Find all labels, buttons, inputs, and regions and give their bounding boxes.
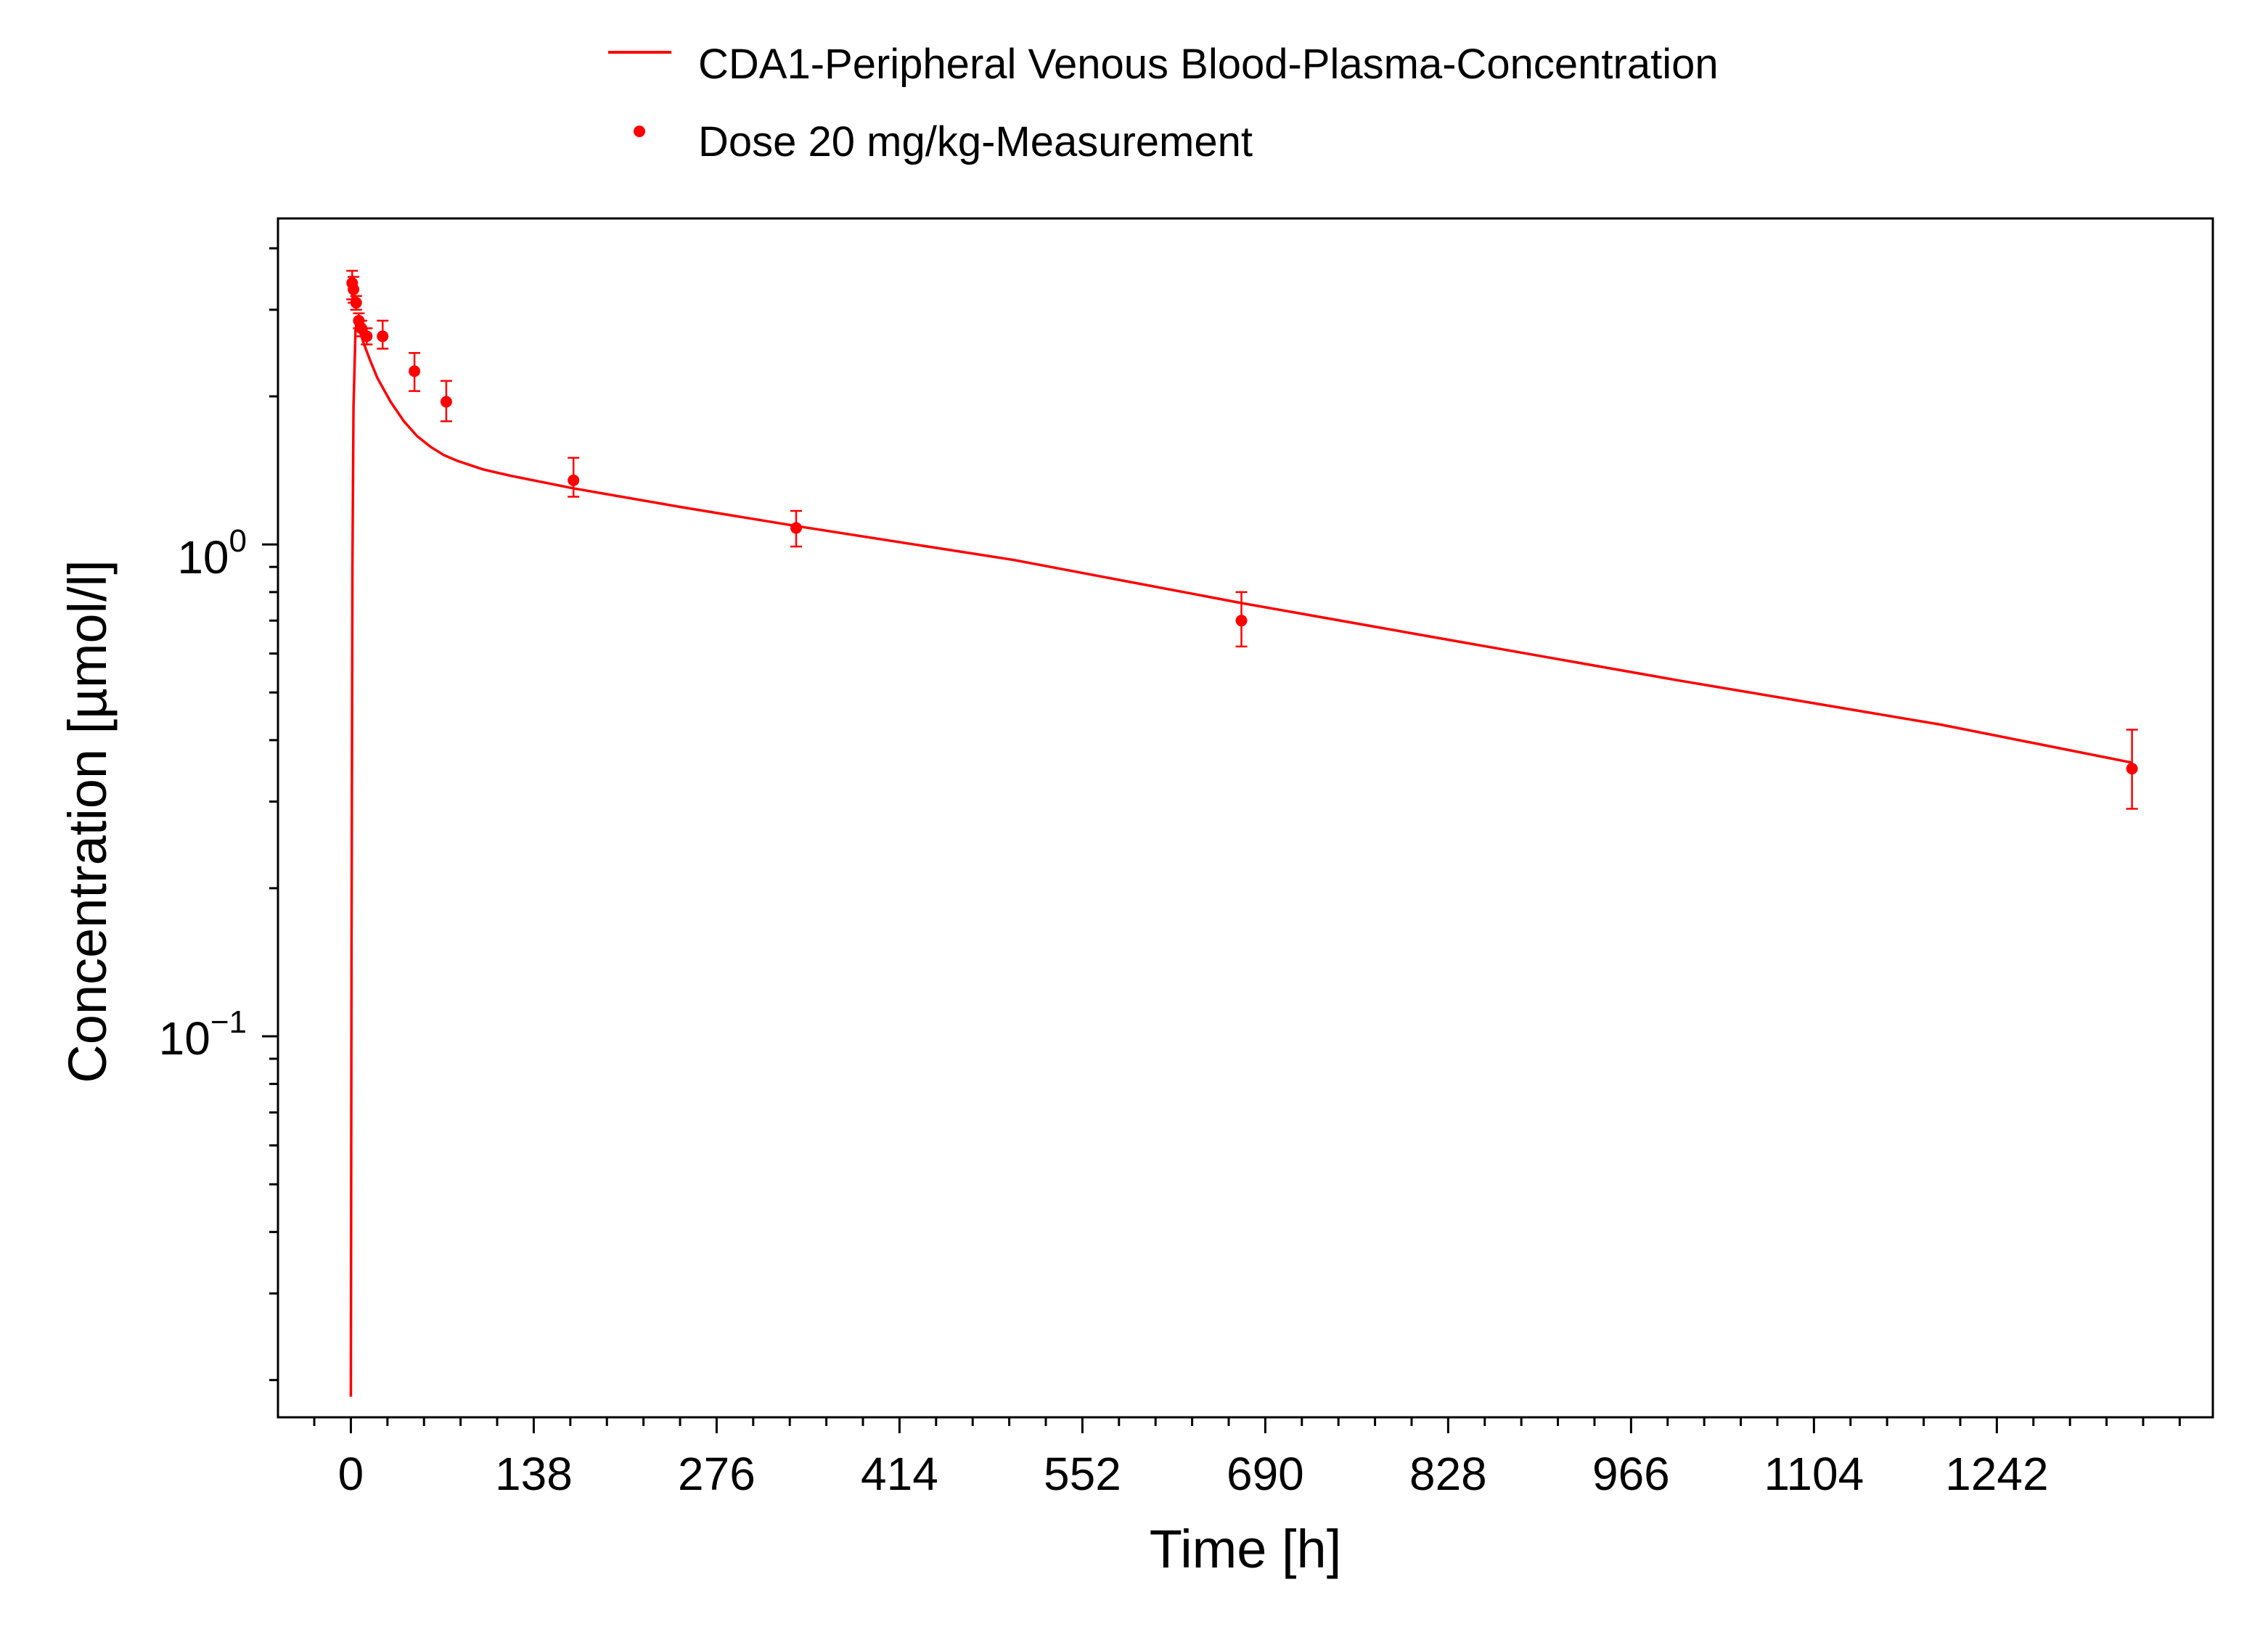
x-tick-label: 138 <box>495 1448 573 1500</box>
x-tick-label: 1242 <box>1945 1448 2048 1500</box>
data-point <box>348 283 360 295</box>
measurement-point <box>350 295 362 311</box>
legend-label-simulation: CDA1-Peripheral Venous Blood-Plasma-Conc… <box>698 41 1719 88</box>
y-tick-label-0-1: 10−1 <box>159 1004 247 1065</box>
measurement-point <box>790 509 802 548</box>
data-point <box>409 365 421 377</box>
data-point <box>440 396 452 408</box>
data-point <box>350 297 362 309</box>
x-tick-label: 828 <box>1409 1448 1487 1500</box>
y-axis-label: Concentration [µmol/l] <box>57 560 118 1083</box>
plot-frame <box>277 217 2214 1419</box>
y-axis <box>262 247 278 1382</box>
x-tick-label: 690 <box>1227 1448 1304 1500</box>
x-tick-label: 0 <box>338 1448 364 1500</box>
measurement-point <box>440 380 452 422</box>
data-point <box>2126 763 2138 775</box>
x-tick-label: 1104 <box>1764 1448 1864 1500</box>
measurement-point <box>409 352 421 393</box>
data-point <box>1235 615 1248 627</box>
series-layer <box>346 269 2138 1397</box>
legend-label-measurement: Dose 20 mg/kg-Measurement <box>698 118 1253 165</box>
x-tick-label: 552 <box>1044 1448 1121 1500</box>
data-point <box>568 474 580 486</box>
y-major-tick-labels: 100 10−1 <box>159 523 247 1065</box>
data-point <box>377 330 389 343</box>
measurement-point <box>361 327 373 345</box>
data-point <box>790 522 802 534</box>
measurement-point <box>377 319 389 350</box>
series-line-simulation <box>349 319 2132 1397</box>
x-tick-label: 414 <box>861 1448 938 1500</box>
x-tick-label: 276 <box>678 1448 756 1500</box>
y-tick-label-1: 100 <box>177 523 247 583</box>
x-axis: 0 138 276 414 552 690 828 966 1104 1242 <box>313 1417 2181 1500</box>
data-point <box>361 330 373 343</box>
x-tick-label: 966 <box>1592 1448 1670 1500</box>
legend-marker-swatch <box>634 126 645 137</box>
x-axis-label: Time [h] <box>1150 1519 1342 1579</box>
measurement-point <box>2126 729 2138 810</box>
legend: CDA1-Peripheral Venous Blood-Plasma-Conc… <box>608 41 1719 165</box>
measurement-point <box>568 456 580 498</box>
measurement-point <box>1235 591 1248 648</box>
